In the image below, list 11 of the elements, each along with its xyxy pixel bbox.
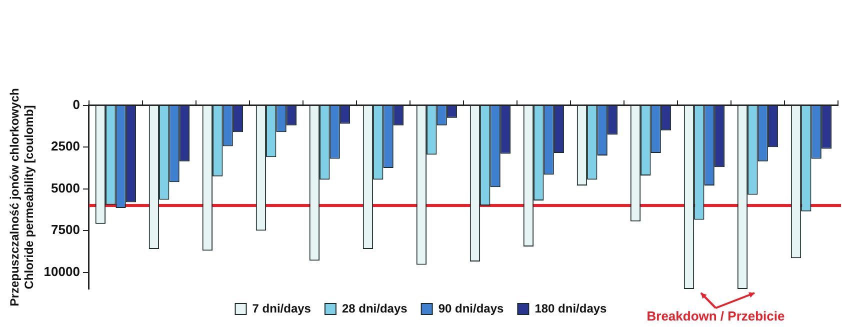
y-tick-label: 10000 [44,264,80,279]
y-axis-title: Przepuszczalność jonów chlorkowych Chloride permeability [coulomb] [8,88,36,306]
y-tick-label: 7500 [51,222,80,238]
legend-label: 90 dni/days [438,301,504,316]
legend-label: 28 dni/days [342,301,408,316]
y-tick-label: 5000 [51,180,80,196]
text: Breakdown / Przebicie [646,308,785,324]
y-tick-label: 2500 [51,138,80,154]
legend-label: 180 dni/days [534,301,608,316]
y-tick-label: 0 [72,96,80,112]
legend-label: 7 dni/days [252,301,312,316]
